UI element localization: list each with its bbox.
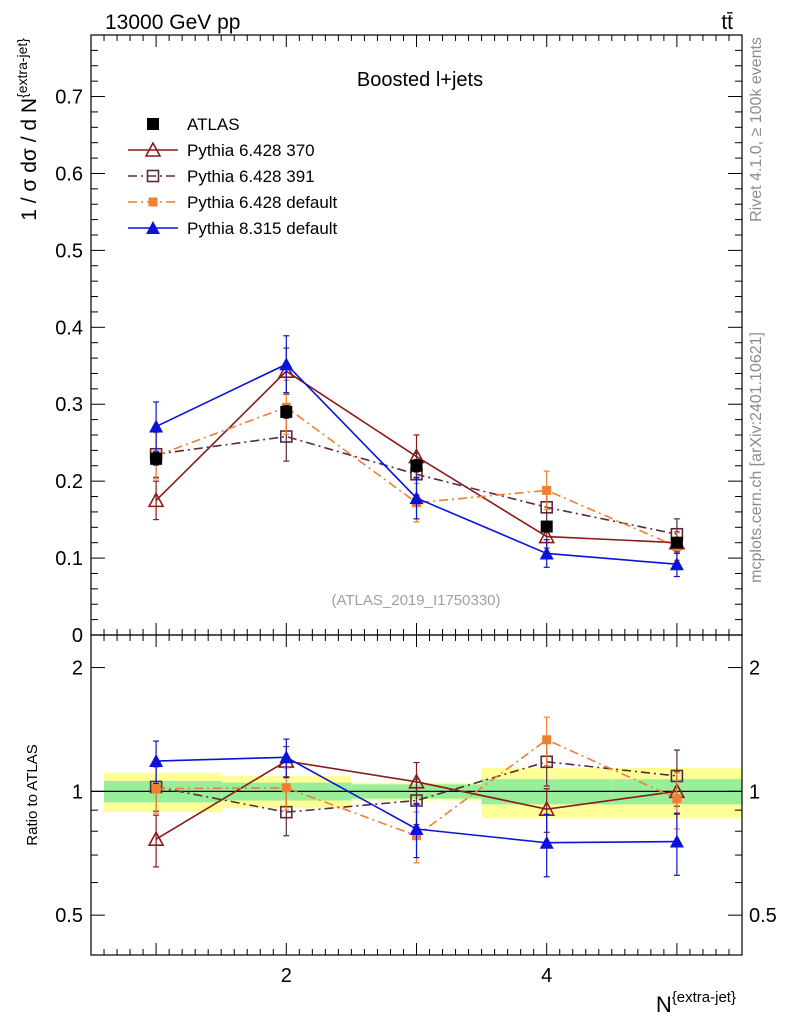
ratio-point-p8default [669,834,684,848]
y-tick-label: 0.2 [55,471,83,493]
ratio-point-p8default [149,754,164,768]
legend-label: Pythia 6.428 391 [187,167,315,186]
ratio-series-p8default [149,738,684,878]
y-tick-label: 0.4 [55,317,83,339]
data-point-p8default [409,491,424,505]
ratio-y-tick-label: 2 [72,658,83,680]
legend-marker [147,118,159,130]
ratio-line-p391 [155,760,677,813]
ratio-y-tick-label-right: 0.5 [749,905,777,927]
ratio-point-p6default [151,784,161,794]
data-point-p8default [279,357,294,371]
legend-marker [146,221,160,234]
data-point-atlas [540,520,553,533]
series-atlas [150,405,683,549]
ratio-point-p8default [409,821,424,835]
y-tick-label: 0 [72,625,83,647]
data-point-atlas [280,405,293,418]
legend-label: Pythia 8.315 default [187,219,338,238]
data-point-p6default [542,485,552,495]
x-axis-label: N{extra-jet} [656,989,736,1017]
data-point-p8default [539,546,554,560]
ratio-y-axis-label: Ratio to ATLAS [24,744,41,845]
series-p8default [149,335,684,578]
ratio-point-p6default [542,735,552,745]
ratio-point-p6default [281,783,291,793]
legend-marker [146,169,160,183]
header-right-label: tt̄ [721,11,733,34]
data-point-p8default [669,557,684,571]
y-axis-label: 1 / σ dσ / d N{extra-jet} [14,38,41,221]
ratio-point-p370 [147,830,165,846]
header-left-label: 13000 GeV pp [105,11,240,34]
analysis-watermark: (ATLAS_2019_I1750330) [331,592,500,609]
plot-title: Boosted l+jets [357,69,483,91]
data-point-atlas [410,459,423,472]
legend-item-p391: Pythia 6.428 391 [128,167,315,186]
legend-item-atlas: ATLAS [147,115,240,134]
y-tick-label: 0.3 [55,394,83,416]
legend-marker [148,197,158,207]
ratio-plot-panel: 0.5 0.5 1 1 2 2 2 4 Ratio to ATLAS N{extra-jet} [24,634,777,1017]
rivet-label: Rivet 4.1.0, ≥ 100k events [748,37,765,222]
ratio-point-p8default [539,835,554,849]
legend-item-p370: Pythia 6.428 370 [128,141,315,160]
ratio-y-tick-label: 0.5 [55,905,83,927]
data-point-p8default [149,419,164,433]
data-point-atlas [150,452,163,465]
mcplots-label: mcplots.cern.ch [arXiv:2401.10621] [748,332,765,583]
y-tick-label: 0.6 [55,163,83,185]
y-tick-label: 0.1 [55,548,83,570]
legend-label: Pythia 6.428 default [187,193,338,212]
legend-item-p6default: Pythia 6.428 default [128,193,338,212]
legend-label: Pythia 6.428 370 [187,141,315,160]
ratio-y-tick-label: 1 [72,781,83,803]
series-p370 [147,347,686,555]
data-point-atlas [670,536,683,549]
ratio-y-tick-label-right: 1 [749,781,760,803]
ratio-point-p8default [279,750,294,764]
x-tick-label: 2 [281,965,292,987]
legend-item-p8default: Pythia 8.315 default [128,219,338,238]
legend-marker [144,141,162,157]
main-plot-panel: 0 0.1 0.2 0.3 0.4 0.5 0.6 0.7 1 / σ dσ / d N{ext… [14,34,743,647]
ratio-y-tick-label-right: 2 [749,658,760,680]
y-tick-label: 0.5 [55,240,83,262]
x-tick-label: 4 [541,965,552,987]
ratio-point-p6default [672,794,682,804]
series-line-p6default [155,406,678,548]
y-tick-label: 0.7 [55,87,83,109]
legend-label: ATLAS [187,115,240,134]
data-point-p370 [147,491,165,508]
